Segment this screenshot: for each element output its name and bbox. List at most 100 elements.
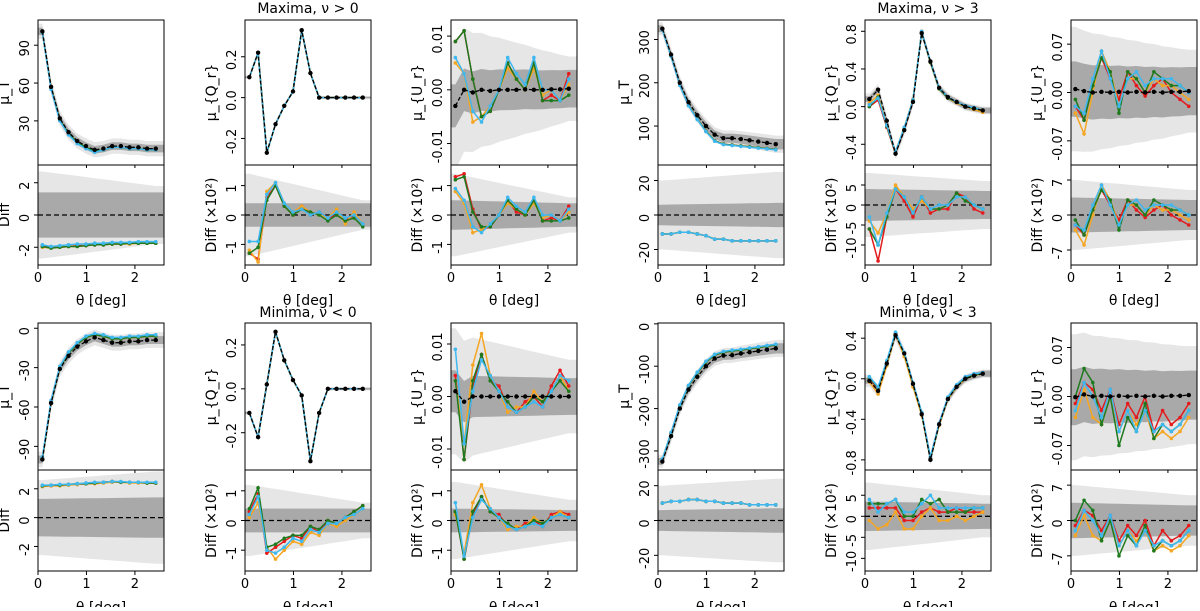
y-tick-label: 0: [845, 204, 860, 212]
x-tick-label: 0: [447, 271, 455, 286]
y-axis-label: μ_T: [617, 384, 633, 409]
point-cyan: [488, 373, 493, 378]
point-cyan: [1073, 223, 1078, 227]
point-black: [247, 74, 252, 80]
x-axis-label: θ [deg]: [696, 293, 746, 309]
y-tick-label: -1: [431, 547, 446, 560]
point-green: [919, 497, 924, 502]
point-red: [566, 384, 571, 388]
point-black: [531, 394, 537, 399]
point-black: [153, 146, 158, 151]
point-cyan: [127, 334, 132, 338]
point-black: [264, 382, 270, 387]
y-tick-label: 0.07: [1051, 33, 1066, 62]
point-black: [299, 28, 304, 33]
point-cyan: [1125, 528, 1130, 533]
y-axis-label: μ_T: [617, 80, 633, 105]
point-cyan: [1099, 183, 1104, 187]
point-cyan: [1091, 203, 1095, 207]
point-cyan: [66, 350, 71, 354]
diff-plot-area: [658, 478, 784, 563]
point-black: [764, 140, 770, 146]
point-orange: [256, 260, 260, 264]
point-green: [326, 219, 330, 223]
point-orange: [1160, 429, 1165, 434]
y-tick-label: -20: [638, 242, 653, 263]
point-cyan: [1082, 228, 1086, 232]
y-axis-label: μ_{U_r}: [1030, 64, 1046, 121]
point-cyan: [765, 147, 769, 151]
point-cyan: [360, 506, 365, 511]
point-red: [1178, 218, 1182, 222]
y-tick-label: 0: [18, 327, 33, 335]
series-line-green: [41, 334, 156, 459]
point-black: [1125, 394, 1130, 399]
point-orange: [1160, 543, 1165, 548]
point-cyan: [1117, 223, 1121, 227]
point-green: [549, 98, 554, 103]
point-cyan: [75, 481, 80, 486]
point-black: [747, 138, 752, 143]
point-red: [273, 545, 278, 550]
series-line-cyan: [868, 329, 983, 457]
x-axis-label: θ [deg]: [283, 600, 333, 607]
point-cyan: [867, 374, 872, 379]
point-cyan: [1073, 104, 1078, 109]
point-green: [540, 98, 545, 103]
point-black: [488, 394, 493, 399]
point-red: [885, 506, 889, 510]
point-black: [980, 371, 985, 376]
point-cyan: [505, 195, 510, 200]
y-tick-label: -0.07: [1051, 127, 1066, 161]
point-red: [497, 512, 501, 517]
point-cyan: [326, 216, 330, 220]
point-cyan: [876, 243, 880, 247]
point-cyan: [1178, 422, 1182, 427]
point-cyan: [686, 383, 691, 388]
diff-plot-area: [1071, 180, 1197, 250]
series-line-cyan: [454, 498, 570, 557]
x-axis-label: θ [deg]: [489, 293, 539, 309]
point-cyan: [660, 232, 665, 236]
point-black: [1160, 394, 1165, 399]
point-green: [937, 497, 941, 502]
point-cyan: [256, 494, 260, 499]
point-cyan: [247, 239, 252, 244]
point-black: [290, 89, 296, 94]
point-cyan: [119, 479, 123, 484]
point-cyan: [92, 241, 97, 246]
point-cyan: [101, 241, 106, 246]
point-cyan: [514, 410, 519, 415]
y-tick-label: -300: [638, 439, 653, 469]
point-black: [1108, 394, 1113, 399]
y-tick-label: 0.0: [845, 99, 860, 120]
point-red: [1178, 97, 1182, 102]
point-cyan: [739, 347, 743, 352]
y-tick-label: -100: [638, 354, 653, 384]
y-axis-label: μ_T: [0, 80, 13, 105]
point-black: [360, 95, 365, 100]
point-cyan: [963, 195, 968, 199]
y-tick-label: -5: [845, 222, 860, 235]
point-black: [109, 143, 115, 149]
point-green: [1073, 97, 1078, 102]
point-green: [1082, 233, 1086, 237]
point-cyan: [876, 510, 880, 514]
point-black: [351, 95, 357, 100]
point-cyan: [514, 71, 519, 76]
y-tick-label: 0.01: [431, 333, 446, 362]
point-black: [83, 339, 89, 344]
diff-plot-area: [451, 172, 577, 257]
point-black: [127, 339, 132, 344]
point-red: [911, 518, 915, 523]
point-red: [972, 207, 976, 211]
point-red: [1143, 94, 1147, 98]
panel-title: Minima, ν < 3: [879, 305, 976, 321]
point-green: [946, 510, 950, 514]
x-tick-label: 0: [1067, 271, 1075, 286]
point-cyan: [558, 373, 562, 378]
series-line-red: [41, 32, 156, 152]
point-green: [308, 210, 313, 214]
point-green: [1117, 443, 1121, 448]
